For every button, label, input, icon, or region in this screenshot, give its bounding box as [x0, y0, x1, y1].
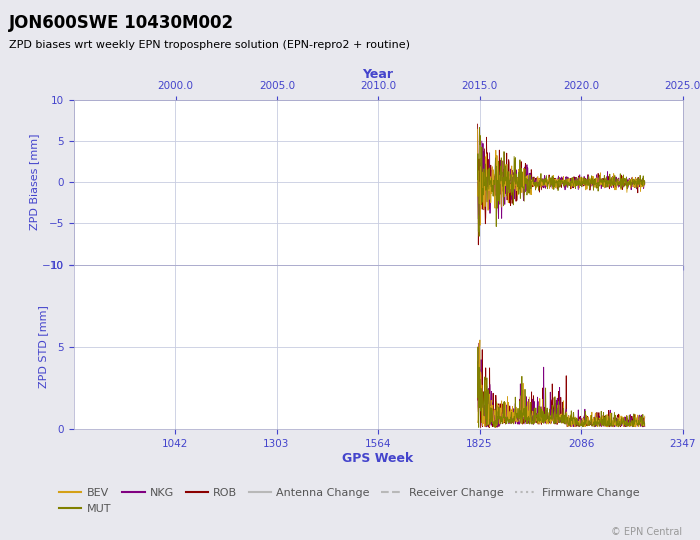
Text: ZPD biases wrt weekly EPN troposphere solution (EPN-repro2 + routine): ZPD biases wrt weekly EPN troposphere so… — [9, 40, 410, 51]
Text: JON600SWE 10430M002: JON600SWE 10430M002 — [9, 14, 234, 31]
Text: © EPN Central: © EPN Central — [611, 527, 682, 537]
Legend: BEV, MUT, NKG, ROB, Antenna Change, Receiver Change, Firmware Change: BEV, MUT, NKG, ROB, Antenna Change, Rece… — [55, 484, 645, 518]
Y-axis label: ZPD Biases [mm]: ZPD Biases [mm] — [29, 134, 39, 231]
Y-axis label: ZPD STD [mm]: ZPD STD [mm] — [38, 306, 48, 388]
X-axis label: GPS Week: GPS Week — [342, 452, 414, 465]
X-axis label: Year: Year — [363, 68, 393, 81]
